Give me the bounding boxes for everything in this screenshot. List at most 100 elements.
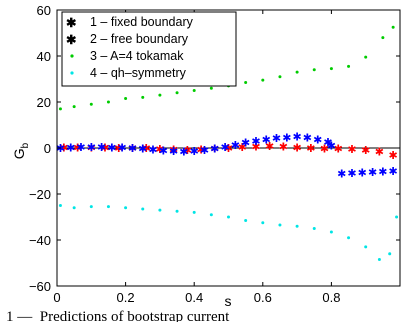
series-4-point	[244, 218, 248, 222]
axis-ticks: 0 0.2 0.4 0.6 0.8 −60 −40 −20 0 20 40 60	[29, 3, 400, 305]
series-3-point	[391, 25, 395, 29]
series-1-point: ✱	[292, 142, 301, 155]
series-4-point	[347, 236, 351, 240]
y-tick-label: 60	[37, 3, 51, 18]
series-1-point: ✱	[183, 144, 192, 157]
series-3-point	[381, 36, 385, 40]
series-4-point	[295, 224, 299, 228]
series-2-point: ✱	[148, 143, 157, 156]
y-tick-label: 40	[37, 49, 51, 64]
series-1-point: ✱	[265, 140, 274, 153]
series-4-point	[72, 206, 76, 210]
series-4-point	[377, 258, 381, 262]
series-2-point: ✱	[327, 140, 336, 153]
series-3-point	[72, 105, 76, 109]
series-1-point: ✱	[347, 143, 356, 156]
series-2-point: ✱	[76, 141, 85, 154]
series-1-point: ✱	[251, 140, 260, 153]
series-3-point	[106, 100, 110, 104]
series-1-point: ✱	[73, 142, 82, 155]
y-tick-label: 20	[37, 95, 51, 110]
y-tick-label: 0	[44, 141, 51, 156]
legend-label-4: 4 – qh–symmetry	[90, 66, 187, 80]
series-2-point: ✱	[282, 131, 291, 144]
series-2-point: ✱	[313, 133, 322, 146]
x-axis-label: s	[225, 293, 232, 309]
series-1-point: ✱	[210, 143, 219, 156]
series-2-point: ✱	[118, 142, 127, 155]
y-tick-label: −40	[29, 233, 51, 248]
series-3-point	[295, 70, 299, 74]
series-1-point: ✱	[320, 142, 329, 155]
series-4-point	[364, 245, 368, 249]
series-4-point	[388, 252, 392, 256]
caption-fragment: 1 — Predictions of bootstrap current	[0, 309, 402, 322]
series-3-point	[124, 97, 128, 101]
series-3-point	[58, 107, 62, 111]
series-4-point	[329, 230, 333, 234]
series-3-point	[158, 93, 162, 97]
series-2-point: ✱	[66, 141, 75, 154]
series-1-point: ✱	[389, 149, 398, 162]
y-axis-label-main: G	[11, 148, 27, 159]
series-2-point: ✱	[87, 141, 96, 154]
series-2-point: ✱	[210, 143, 219, 156]
series-3-point	[347, 64, 351, 68]
series-1-point: ✱	[196, 144, 205, 157]
y-tick-label: −20	[29, 187, 51, 202]
series-2-point: ✱	[200, 144, 209, 157]
plot-frame	[56, 9, 401, 287]
series-1-point: ✱	[306, 142, 315, 155]
series-3-point	[209, 86, 213, 90]
series-2-point: ✱	[169, 145, 178, 158]
series-1-point: ✱	[142, 142, 151, 155]
series-2-point: ✱	[303, 131, 312, 144]
series-4-point	[278, 223, 282, 227]
y-axis-label: Gb	[11, 142, 31, 159]
x-tick-label: 0.8	[322, 290, 340, 305]
series-2-point: ✱	[179, 145, 188, 158]
series-3-point	[175, 91, 179, 95]
series-2-point: ✱	[241, 137, 250, 150]
series-4-point	[141, 207, 145, 211]
series-3-point	[364, 55, 368, 59]
series-2-point: ✱	[97, 141, 106, 154]
series-4-point	[192, 210, 196, 214]
series-4-point	[158, 208, 162, 212]
series-3-point	[329, 67, 333, 71]
legend-marker-3	[70, 54, 74, 58]
y-axis-label-sub: b	[20, 142, 31, 148]
series-1-point: ✱	[169, 144, 178, 157]
series-4-point	[106, 205, 110, 209]
legend-label-3: 3 – A=4 tokamak	[90, 49, 184, 63]
series-1-point: ✱	[155, 143, 164, 156]
series-3-point	[278, 75, 282, 79]
legend-box	[61, 11, 237, 87]
series-2-point: ✱	[358, 166, 367, 179]
caption-text: 1 — Predictions of bootstrap current	[6, 309, 230, 322]
series-3-point	[312, 68, 316, 72]
series-4-point	[261, 221, 265, 225]
series-2-point: ✱	[159, 144, 168, 157]
series-1-point: ✱	[375, 145, 384, 158]
series-2-point: ✱	[347, 167, 356, 180]
series-2-point: ✱	[138, 143, 147, 156]
legend-entry-4: 4 – qh–symmetry	[70, 66, 187, 80]
series-1-point: ✱	[100, 142, 109, 155]
series-2-point: ✱	[190, 145, 199, 158]
series-2-point: ✱	[251, 135, 260, 148]
legend-entry-3: 3 – A=4 tokamak	[70, 49, 184, 63]
x-tick-label: 0.4	[185, 290, 203, 305]
x-tick-label: 0.2	[117, 290, 135, 305]
series-2-point: ✱	[292, 131, 301, 144]
series-4-point	[58, 204, 62, 207]
series-3-point	[244, 80, 248, 84]
series-3-point	[89, 102, 93, 106]
legend-label-1: 1 – fixed boundary	[90, 15, 194, 29]
series-2-point: ✱	[323, 136, 332, 149]
x-tick-label: 0.6	[254, 290, 272, 305]
legend: ✱ 1 – fixed boundary ✱ 2 – free boundary…	[61, 11, 237, 87]
series-2-point: ✱	[262, 133, 271, 146]
series-1-point: ✱	[114, 142, 123, 155]
